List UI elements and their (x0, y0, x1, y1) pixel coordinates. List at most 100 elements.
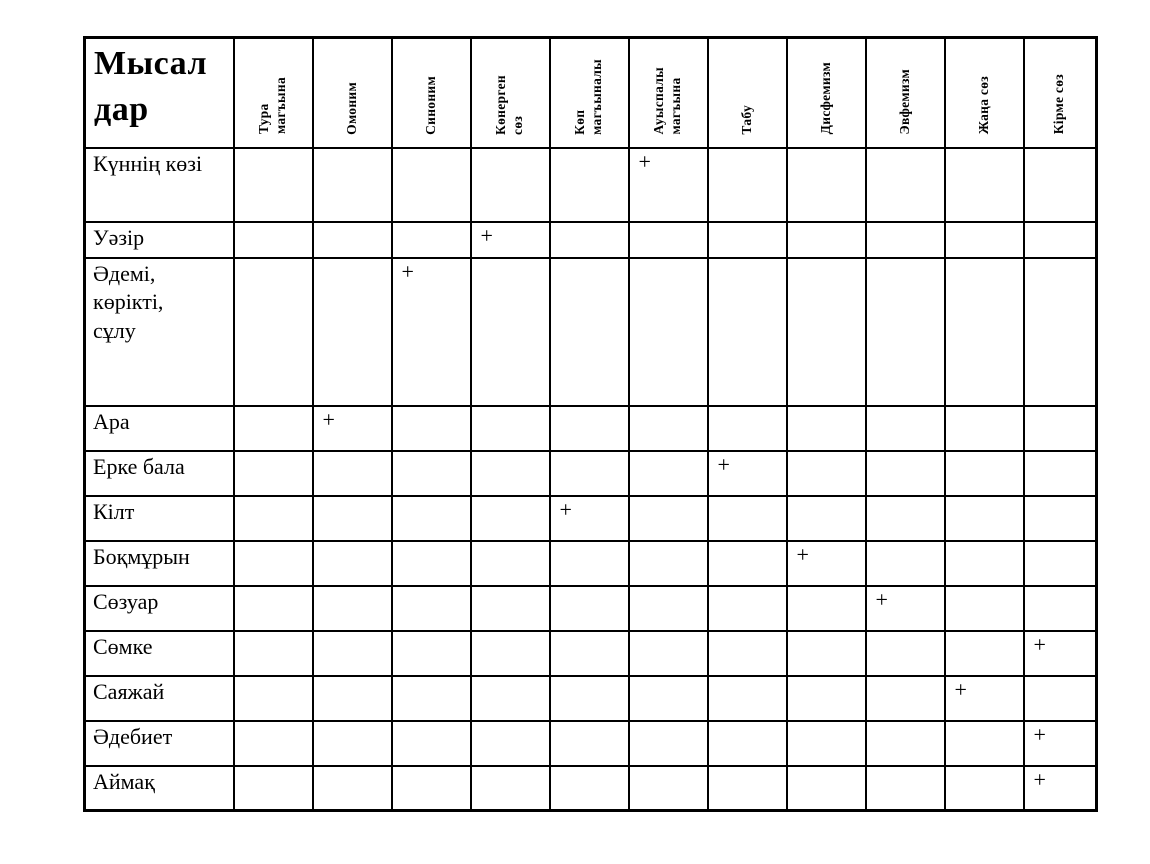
column-header-2: Синоним (390, 36, 472, 149)
table-row: Ерке бала + (83, 449, 1098, 497)
column-header-5: Ауыспалы магъына (627, 36, 709, 149)
plus-mark: + (796, 541, 809, 567)
column-header-0: Тура магъына (232, 36, 314, 149)
row-label: Әдебиет (83, 719, 235, 767)
mark-cell (232, 674, 314, 722)
mark-cell (785, 220, 867, 259)
mark-cell (627, 449, 709, 497)
plus-mark: + (559, 496, 572, 522)
column-header-1: Омоним (311, 36, 393, 149)
mark-cell (627, 220, 709, 259)
mark-cell (390, 146, 472, 223)
mark-cell (706, 494, 788, 542)
mark-cell: + (785, 539, 867, 587)
mark-cell (232, 764, 314, 812)
mark-cell: + (706, 449, 788, 497)
mark-cell: + (390, 256, 472, 407)
mark-cell (785, 404, 867, 452)
plus-mark: + (875, 586, 888, 612)
plus-mark: + (1033, 766, 1046, 792)
mark-cell (627, 719, 709, 767)
column-header-label: Омоним (343, 81, 359, 135)
mark-cell (548, 404, 630, 452)
mark-cell (469, 494, 551, 542)
mark-cell (706, 146, 788, 223)
mark-cell (785, 674, 867, 722)
row-label: Аймақ (83, 764, 235, 812)
mark-cell (706, 220, 788, 259)
column-header-4: Көп магъыналы (548, 36, 630, 149)
examples-matrix-table: Мысал дар Тура магъына Омоним Синоним Көнер… (83, 36, 1098, 812)
mark-cell (864, 449, 946, 497)
table-row: Сөмке + (83, 629, 1098, 677)
column-header-6: Табу (706, 36, 788, 149)
mark-cell (627, 629, 709, 677)
mark-cell (785, 719, 867, 767)
mark-cell (311, 674, 393, 722)
column-header-label: Эвфемизм (896, 68, 912, 135)
mark-cell: + (864, 584, 946, 632)
mark-cell (943, 539, 1025, 587)
mark-cell (469, 584, 551, 632)
column-header-7: Дисфемизм (785, 36, 867, 149)
column-header-3: Көнерген сөз (469, 36, 551, 149)
mark-cell (627, 494, 709, 542)
mark-cell (548, 764, 630, 812)
mark-cell (627, 539, 709, 587)
mark-cell (390, 629, 472, 677)
mark-cell (706, 256, 788, 407)
plus-mark: + (1033, 631, 1046, 657)
mark-cell (864, 674, 946, 722)
mark-cell: + (1022, 764, 1098, 812)
mark-cell (232, 220, 314, 259)
mark-cell (548, 539, 630, 587)
column-header-label: Жаңа сөз (975, 76, 991, 135)
mark-cell (627, 256, 709, 407)
mark-cell (548, 719, 630, 767)
mark-cell (864, 220, 946, 259)
mark-cell (943, 146, 1025, 223)
mark-cell (311, 494, 393, 542)
mark-cell (627, 764, 709, 812)
mark-cell (706, 539, 788, 587)
mark-cell (469, 449, 551, 497)
mark-cell (785, 494, 867, 542)
mark-cell (469, 256, 551, 407)
table-row: Әдемі, көрікті, сұлу + (83, 256, 1098, 407)
mark-cell (1022, 584, 1098, 632)
column-header-label: Көнерген сөз (493, 74, 525, 135)
mark-cell (390, 449, 472, 497)
plus-mark: + (638, 148, 651, 174)
mark-cell (469, 539, 551, 587)
column-header-8: Эвфемизм (864, 36, 946, 149)
mark-cell (943, 494, 1025, 542)
mark-cell (311, 146, 393, 223)
mark-cell (706, 404, 788, 452)
mark-cell (706, 584, 788, 632)
mark-cell (469, 404, 551, 452)
column-header-label: Дисфемизм (817, 62, 833, 135)
table-row: Әдебиет + (83, 719, 1098, 767)
mark-cell (943, 404, 1025, 452)
mark-cell (785, 764, 867, 812)
mark-cell (943, 764, 1025, 812)
plus-mark: + (480, 222, 493, 248)
mark-cell (390, 719, 472, 767)
column-header-10: Кірме сөз (1022, 36, 1098, 149)
mark-cell (1022, 220, 1098, 259)
mark-cell (864, 404, 946, 452)
mark-cell (864, 256, 946, 407)
mark-cell (1022, 539, 1098, 587)
column-header-label: Көп магъыналы (572, 58, 604, 135)
mark-cell: + (1022, 629, 1098, 677)
column-header-label: Синоним (422, 75, 438, 135)
mark-cell (548, 449, 630, 497)
mark-cell (232, 629, 314, 677)
plus-mark: + (322, 406, 335, 432)
mark-cell (785, 146, 867, 223)
row-label: Уәзір (83, 220, 235, 259)
row-label: Әдемі, көрікті, сұлу (83, 256, 235, 407)
mark-cell (864, 494, 946, 542)
mark-cell (1022, 449, 1098, 497)
